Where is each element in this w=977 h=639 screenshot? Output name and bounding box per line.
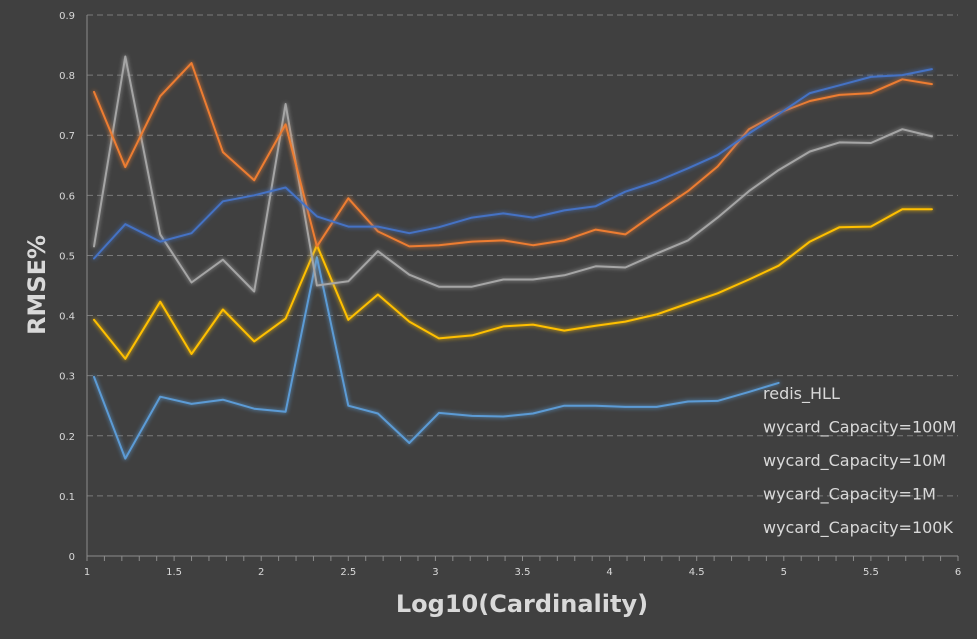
legend-label: wycard_Capacity=1M (763, 485, 936, 505)
x-tick-label: 5 (781, 567, 787, 578)
series-line-wycard-capacity-100k (93, 256, 780, 460)
legend-label: wycard_Capacity=10M (763, 451, 946, 471)
x-tick-label: 1 (84, 567, 90, 578)
y-tick-label: 0.7 (59, 131, 75, 142)
series-line-wycard-capacity-100m (93, 62, 933, 248)
x-tick-label: 2 (258, 567, 264, 578)
series-lines (93, 55, 933, 460)
series-line-wycard-capacity-1m (93, 208, 933, 360)
legend: redis_HLL wycard_Capacity=100M wycard_Capa… (733, 384, 956, 538)
y-tick-label: 0.9 (59, 11, 75, 22)
gridlines (87, 14, 958, 497)
x-tick-label: 2.5 (340, 567, 356, 578)
legend-label: wycard_Capacity=100M (763, 418, 956, 438)
y-tick-label: 0.3 (59, 372, 75, 383)
y-tick-label: 0.2 (59, 432, 75, 443)
x-tick-label: 4 (606, 567, 612, 578)
x-tick-label: 6 (955, 567, 961, 578)
x-tick-label: 4.5 (689, 567, 705, 578)
y-axis-title: RMSE% (23, 235, 51, 335)
x-tick-label: 1.5 (166, 567, 182, 578)
x-tick-label: 3.5 (515, 567, 531, 578)
x-tick-label: 5.5 (863, 567, 879, 578)
x-tick-label: 3 (432, 567, 438, 578)
y-tick-label: 0.4 (59, 312, 75, 323)
y-tick-label: 0.8 (59, 71, 75, 82)
legend-label: redis_HLL (763, 384, 840, 404)
series-line-redis-hll (93, 68, 933, 260)
legend-label: wycard_Capacity=100K (763, 518, 953, 538)
y-tick-label: 0.6 (59, 191, 75, 202)
series-line-wycard-capacity-10m (93, 55, 933, 293)
axes: 0 0.1 0.2 0.3 0.4 0.5 0.6 0.7 0.8 0.9 1 1.5 2 2.5 3 3.5… (59, 11, 961, 578)
x-axis-title: Log10(Cardinality) (396, 590, 648, 618)
y-tick-label: 0.5 (59, 251, 75, 262)
y-tick-label: 0 (69, 552, 75, 563)
y-tick-label: 0.1 (59, 492, 75, 503)
